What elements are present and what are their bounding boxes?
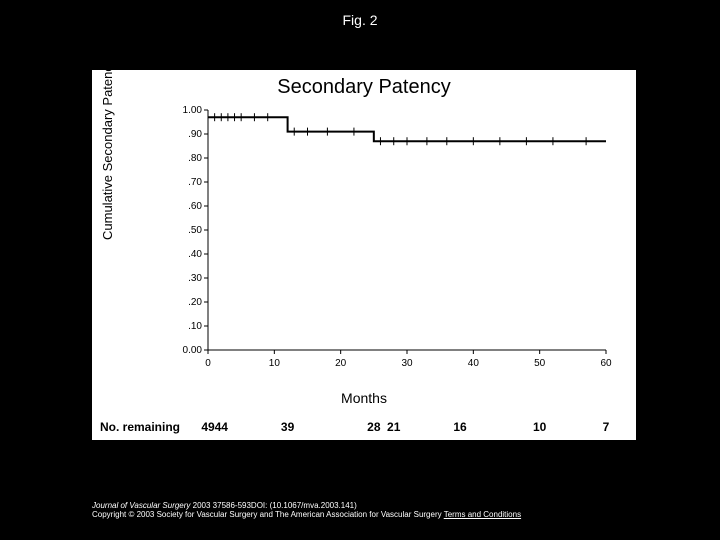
svg-text:.70: .70 xyxy=(188,177,202,188)
svg-text:1.00: 1.00 xyxy=(183,106,203,116)
svg-text:20: 20 xyxy=(335,358,347,369)
figure-panel: Secondary Patency Cumulative Secondary P… xyxy=(92,70,636,440)
no-remaining-value: 44 xyxy=(215,420,228,434)
no-remaining-value: 10 xyxy=(533,420,546,434)
citation-copyright: Copyright © 2003 Society for Vascular Su… xyxy=(92,510,442,519)
x-axis-label: Months xyxy=(341,390,387,406)
figure-label: Fig. 2 xyxy=(342,12,377,28)
svg-text:.40: .40 xyxy=(188,249,202,260)
chart-title: Secondary Patency xyxy=(277,76,450,99)
no-remaining-value: 28 xyxy=(367,420,380,434)
svg-text:40: 40 xyxy=(468,358,480,369)
no-remaining-row: No. remaining 4944 39 28 21 16 10 7 xyxy=(100,420,628,436)
svg-text:.60: .60 xyxy=(188,201,202,212)
svg-text:.50: .50 xyxy=(188,225,202,236)
citation: Journal of Vascular Surgery 2003 37586-5… xyxy=(92,502,521,520)
no-remaining-value: 7 xyxy=(603,420,610,434)
y-axis-label: Cumulative Secondary Patency xyxy=(100,59,115,240)
no-remaining-value: 21 xyxy=(387,420,400,434)
svg-text:.80: .80 xyxy=(188,153,202,164)
citation-ref: 2003 37586-593DOI: (10.1067/mva.2003.141… xyxy=(193,501,357,510)
svg-text:.10: .10 xyxy=(188,321,202,332)
svg-text:.90: .90 xyxy=(188,129,202,140)
terms-link[interactable]: Terms and Conditions xyxy=(444,510,521,519)
svg-text:0.00: 0.00 xyxy=(183,345,203,356)
svg-text:0: 0 xyxy=(205,358,211,369)
no-remaining-values: 4944 39 28 21 16 10 7 xyxy=(182,420,628,436)
no-remaining-label: No. remaining xyxy=(100,420,182,436)
chart-svg: 0.00 .10 .20 .30 .40 .50 .60 .70 .80 .90 1.00 0 10 2… xyxy=(172,106,612,376)
no-remaining-value: 49 xyxy=(201,420,214,434)
citation-journal: Journal of Vascular Surgery xyxy=(92,501,190,510)
svg-text:10: 10 xyxy=(269,358,281,369)
plot-area: 0.00 .10 .20 .30 .40 .50 .60 .70 .80 .90 1.00 0 10 2… xyxy=(172,106,612,376)
svg-text:.30: .30 xyxy=(188,273,202,284)
svg-text:50: 50 xyxy=(534,358,546,369)
no-remaining-value: 16 xyxy=(453,420,466,434)
svg-text:.20: .20 xyxy=(188,297,202,308)
no-remaining-value: 39 xyxy=(281,420,294,434)
svg-text:60: 60 xyxy=(600,358,612,369)
slide: Fig. 2 Secondary Patency Cumulative Seco… xyxy=(0,0,720,540)
svg-text:30: 30 xyxy=(401,358,413,369)
